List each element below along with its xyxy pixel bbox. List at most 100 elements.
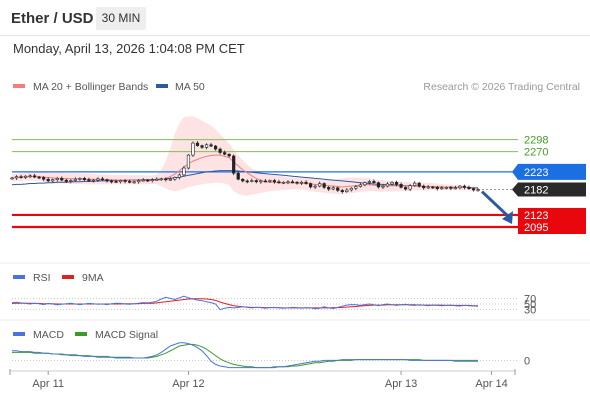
legend-label-rsi: RSI <box>33 272 51 284</box>
candle-body <box>440 187 444 190</box>
candle-body <box>14 176 19 179</box>
macd-zero-label: 0 <box>524 355 530 367</box>
candle-body <box>354 186 358 189</box>
candle-body <box>431 186 435 189</box>
candle-body <box>336 187 340 191</box>
rsi-ma9-line <box>11 298 478 309</box>
time-tick-label: Apr 12 <box>172 378 204 390</box>
candle-body <box>304 181 308 184</box>
candle-body <box>272 180 277 183</box>
chart-header: Ether / USD 30 MIN <box>0 0 590 36</box>
legend-swatch-rsi <box>13 275 25 279</box>
candle-body <box>471 188 476 191</box>
candle-body <box>295 181 299 184</box>
candle-body <box>404 187 408 190</box>
current-price-label: 2182 <box>524 185 548 197</box>
candle-body <box>385 183 390 187</box>
candle-body <box>349 187 353 191</box>
pivot-label: 2223 <box>524 167 548 179</box>
legend-swatch-ma20 <box>13 84 25 88</box>
candle-body <box>28 175 32 178</box>
candle-body <box>268 180 272 182</box>
candle-body <box>462 185 467 188</box>
candle-body <box>372 181 376 183</box>
candle-body <box>46 178 50 182</box>
candle-body <box>155 178 159 181</box>
copyright-text: Research © 2026 Trading Central <box>423 81 580 93</box>
candle-body <box>204 144 209 148</box>
legend-swatch-macd <box>13 332 25 336</box>
candle-body <box>37 176 41 179</box>
candle-body <box>195 142 200 146</box>
candle-body <box>209 144 213 147</box>
support-tag <box>518 207 586 222</box>
candle-body <box>91 179 96 182</box>
candle-body <box>367 181 372 183</box>
candle-body <box>322 183 326 188</box>
candle-body <box>458 185 462 189</box>
candle-body <box>227 153 231 157</box>
candle-body <box>213 145 218 150</box>
candle-body <box>168 178 172 181</box>
candle-body <box>60 178 64 181</box>
candle-body <box>232 155 236 174</box>
candle-body <box>218 148 222 153</box>
legend-label-ma20: MA 20 + Bollinger Bands <box>33 81 148 93</box>
candle-body <box>435 187 439 189</box>
candle-body <box>177 174 181 178</box>
time-tick-label: Apr 11 <box>32 378 64 390</box>
candle-body <box>241 178 245 182</box>
candle-body <box>100 178 105 181</box>
candle-body <box>309 183 313 188</box>
candle-body <box>64 179 68 182</box>
timeframe-badge[interactable]: 30 MIN <box>96 7 146 30</box>
candle-body <box>453 187 457 190</box>
candle-body <box>399 184 403 188</box>
candle-body <box>299 181 304 184</box>
candle-body <box>408 185 412 190</box>
candle-body <box>345 189 349 193</box>
time-tick-label: Apr 13 <box>385 378 417 390</box>
candle-body <box>467 187 471 189</box>
rsi-legend: RSI 9MA <box>13 272 104 284</box>
candle-body <box>164 178 168 181</box>
candle-body <box>476 189 480 191</box>
candle-body <box>236 172 240 180</box>
candle-body <box>200 145 204 148</box>
candle-body <box>42 177 46 180</box>
candle-body <box>87 179 91 182</box>
candle-body <box>173 177 177 180</box>
candle-body <box>109 180 114 183</box>
candle-body <box>376 182 381 188</box>
support-tag <box>518 220 586 235</box>
forecast-arrow-head <box>502 211 513 225</box>
macd-legend: MACD MACD Signal <box>13 329 158 341</box>
candle-body <box>281 181 286 184</box>
candle-body <box>78 178 82 180</box>
candle-body <box>263 180 267 183</box>
candle-body <box>422 185 426 189</box>
candle-body <box>132 181 136 184</box>
time-tick-label: Apr 14 <box>475 378 507 390</box>
candle-body <box>33 175 37 178</box>
candle-body <box>259 180 263 183</box>
candle-body <box>245 180 249 183</box>
candle-body <box>55 178 59 180</box>
candle-body <box>159 178 163 181</box>
candle-body <box>150 179 154 181</box>
candle-body <box>141 179 145 182</box>
candle-body <box>223 152 227 155</box>
candle-body <box>146 179 150 182</box>
pivot-tag <box>512 163 586 180</box>
legend-swatch-macd-signal <box>75 332 87 336</box>
forecast-arrow-line <box>480 190 511 219</box>
bollinger-band-area <box>12 116 478 196</box>
candle-body <box>340 190 344 193</box>
support-label: 2095 <box>524 222 548 234</box>
candle-body <box>114 181 118 183</box>
main-legend: MA 20 + Bollinger Bands MA 50 Research ©… <box>13 81 580 93</box>
candle-body <box>137 180 141 183</box>
candle-body <box>444 187 448 189</box>
